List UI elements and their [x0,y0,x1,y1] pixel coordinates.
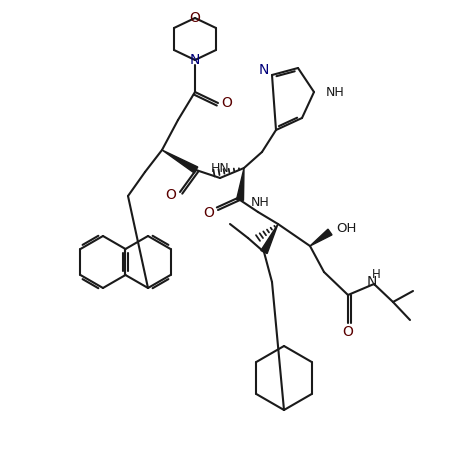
Text: O: O [165,188,176,202]
Text: O: O [203,206,214,220]
Polygon shape [236,168,243,200]
Text: H: H [371,267,379,281]
Polygon shape [162,150,197,173]
Text: N: N [189,53,200,67]
Text: O: O [221,96,232,110]
Text: O: O [189,11,200,25]
Text: NH: NH [250,197,269,210]
Text: HN: HN [210,162,229,175]
Text: N: N [366,275,376,289]
Text: N: N [258,63,268,77]
Polygon shape [260,224,278,253]
Text: O: O [342,325,353,339]
Text: NH: NH [325,86,344,98]
Text: OH: OH [335,221,355,235]
Polygon shape [309,229,331,246]
